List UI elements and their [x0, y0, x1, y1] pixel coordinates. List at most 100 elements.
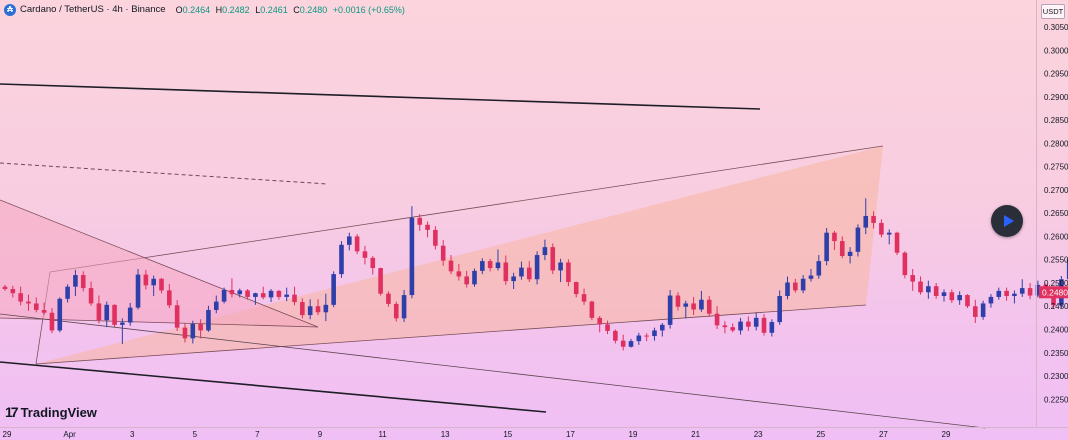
candle [597, 316, 602, 333]
candle [902, 251, 908, 279]
time-axis[interactable]: 29 Apr 3 5 7 9 11 13 15 17 19 21 23 25 27 29 [3, 430, 951, 439]
price-tick-label: 0.2350 [1044, 349, 1068, 358]
play-icon [1003, 215, 1014, 227]
play-button[interactable] [991, 205, 1023, 237]
candle [409, 206, 415, 299]
price-tick-label: 0.2450 [1044, 302, 1068, 311]
candle [800, 275, 806, 294]
candle [245, 289, 250, 300]
candle [706, 296, 712, 317]
candle [167, 283, 172, 309]
symbol-title[interactable]: Cardano / TetherUS · 4h · Binance [20, 4, 166, 15]
candle [1066, 258, 1068, 280]
time-tick-label: 5 [193, 430, 198, 439]
candle [10, 285, 16, 298]
candle [18, 286, 23, 306]
candle [879, 219, 884, 238]
candle [558, 258, 563, 283]
price-tick-label: 0.2650 [1044, 209, 1068, 218]
candle [370, 255, 376, 275]
price-axis[interactable]: 0.3050 0.3000 0.2950 0.2900 0.2850 0.2800 0.27… [1044, 23, 1068, 404]
time-tick-label: 27 [879, 430, 888, 439]
candle [847, 247, 853, 264]
candle [863, 198, 869, 235]
candle [253, 292, 258, 305]
candle [472, 268, 477, 287]
candle [1019, 279, 1025, 297]
candle [386, 291, 391, 307]
time-tick-label: 19 [629, 430, 638, 439]
price-tick-label: 0.2700 [1044, 186, 1068, 195]
candle [753, 312, 759, 331]
candle [151, 275, 156, 297]
candle [307, 299, 313, 320]
candle [808, 269, 814, 282]
candle [660, 322, 665, 337]
cardano-coin-icon[interactable]: ₳ [4, 4, 16, 16]
candle [519, 261, 524, 280]
price-tick-label: 0.2900 [1044, 93, 1068, 102]
candle [362, 245, 368, 265]
candle [894, 231, 900, 256]
candle [26, 294, 31, 311]
candle [143, 269, 149, 290]
time-tick-label: 29 [3, 430, 12, 439]
close-label: C [293, 5, 300, 15]
candle [96, 295, 102, 324]
candle [769, 319, 775, 337]
candle [675, 292, 681, 311]
price-tick-label: 0.2950 [1044, 70, 1068, 79]
candle [605, 320, 610, 335]
price-tick-label: 0.3050 [1044, 23, 1068, 32]
candle [667, 289, 673, 329]
candle [323, 293, 329, 322]
candle [965, 294, 970, 309]
low-value: 0.2461 [260, 5, 288, 15]
candle [237, 288, 243, 298]
channel-upper-line [49, 145, 884, 273]
candle [871, 211, 876, 229]
candle [1004, 287, 1009, 301]
candle [433, 226, 438, 250]
candle [229, 278, 235, 298]
price-tick-label: 0.2550 [1044, 256, 1068, 265]
candle [135, 269, 141, 310]
candle [292, 286, 297, 306]
candle [112, 304, 117, 328]
time-tick-label: 25 [816, 430, 825, 439]
candle [683, 300, 689, 319]
candle [988, 294, 994, 308]
candle [182, 322, 188, 343]
price-tick-label: 0.2250 [1044, 395, 1068, 404]
candle [88, 281, 94, 306]
candle [221, 287, 227, 304]
candle [746, 316, 751, 331]
time-tick-label: 23 [754, 430, 763, 439]
candle [714, 306, 720, 330]
candle [777, 290, 782, 325]
candle [1012, 290, 1017, 304]
tradingview-mark-icon: 17 [5, 404, 19, 420]
candle [738, 317, 743, 335]
candle [511, 272, 516, 290]
candle [691, 296, 696, 316]
support-trendline [0, 361, 547, 413]
candle [918, 276, 923, 295]
candle [589, 300, 595, 321]
candlestick-series [2, 198, 1068, 351]
candle [495, 249, 501, 271]
time-tick-label: 11 [378, 430, 387, 439]
candle [996, 287, 1002, 300]
candle [190, 320, 196, 344]
candle [503, 255, 509, 285]
candle [824, 228, 829, 266]
low-label: L [255, 5, 261, 15]
currency-badge[interactable]: USDT [1041, 4, 1065, 19]
tradingview-logo[interactable]: 17 TradingView [5, 404, 97, 420]
candle [213, 295, 219, 314]
candle [573, 281, 579, 298]
wedge-upper-line [0, 199, 319, 328]
price-tick-label: 0.3000 [1044, 46, 1068, 55]
candle [761, 314, 767, 336]
